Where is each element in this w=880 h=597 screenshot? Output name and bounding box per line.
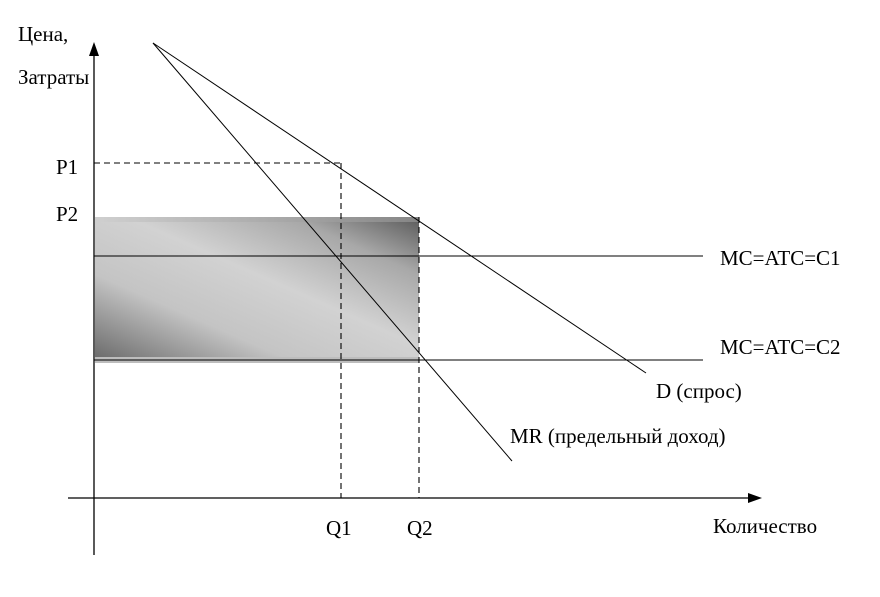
x-axis-label: Количество [713, 514, 817, 538]
quantity-label-q1: Q1 [326, 516, 352, 540]
demand-label: D (спрос) [656, 379, 742, 403]
cost-label-c1: MC=ATC=C1 [720, 246, 841, 270]
y-axis-label-line2: Затраты [18, 65, 89, 89]
cost-label-c2: MC=ATC=C2 [720, 335, 841, 359]
y-axis-arrow [89, 42, 99, 56]
quantity-label-q2: Q2 [407, 516, 433, 540]
mr-curve [152, 42, 513, 462]
price-label-p2: P2 [56, 202, 78, 226]
mr-label: MR (предельный доход) [510, 424, 726, 448]
profit-area [95, 217, 419, 360]
y-axis-label-line1: Цена, [18, 22, 68, 46]
demand-curve [152, 42, 647, 374]
price-label-p1: P1 [56, 155, 78, 179]
profit-area-top-band [95, 217, 419, 222]
x-axis-arrow [748, 493, 762, 503]
